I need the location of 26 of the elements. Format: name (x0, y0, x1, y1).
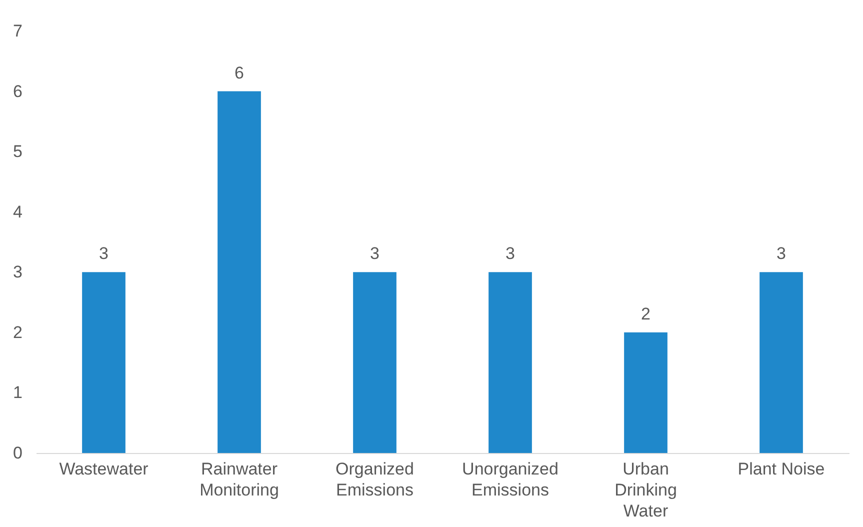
bar (760, 272, 803, 453)
bar (218, 91, 261, 453)
bar (353, 272, 396, 453)
data-label: 3 (99, 244, 108, 264)
bar (82, 272, 126, 453)
bar (488, 272, 532, 453)
y-tick-label: 3 (13, 262, 22, 282)
y-tick-label: 0 (13, 444, 22, 462)
x-tick-label: Urban Drinking Water (614, 460, 677, 520)
y-tick-label: 5 (13, 142, 22, 162)
x-tick-label: Unorganized Emissions (462, 460, 558, 500)
x-tick-label: Organized Emissions (336, 460, 414, 500)
x-tick-label: Wastewater (59, 460, 149, 478)
bar (624, 332, 668, 453)
data-label: 3 (370, 244, 380, 264)
y-tick-label: 4 (13, 202, 22, 222)
y-tick-label: 6 (13, 82, 22, 101)
y-tick-label: 2 (13, 322, 22, 342)
data-label: 6 (234, 63, 244, 82)
data-label: 3 (506, 244, 515, 264)
data-label: 2 (641, 304, 650, 324)
x-tick-label: Plant Noise (738, 460, 825, 478)
data-label: 3 (776, 244, 786, 264)
y-tick-label: 7 (13, 22, 22, 40)
y-tick-label: 1 (13, 383, 22, 402)
x-tick-label: Rainwater Monitoring (200, 460, 279, 500)
